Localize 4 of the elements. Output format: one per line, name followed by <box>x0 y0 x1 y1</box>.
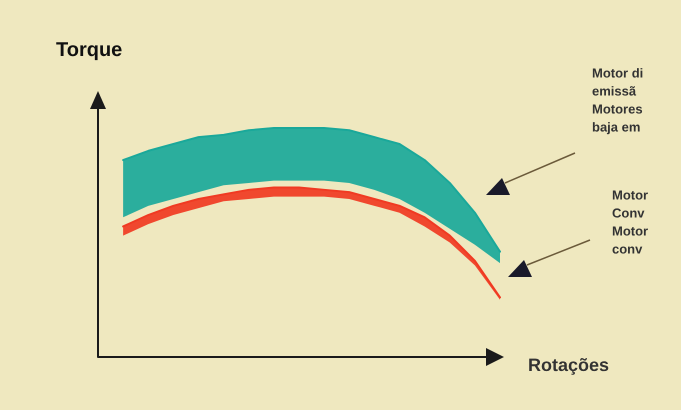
x-axis-title: Rotações <box>528 355 610 375</box>
text: Motor Conv Motor conv <box>612 188 648 256</box>
y-axis-title: Torque <box>56 39 122 61</box>
text: Motor di emissã Motores baja em <box>592 66 644 134</box>
